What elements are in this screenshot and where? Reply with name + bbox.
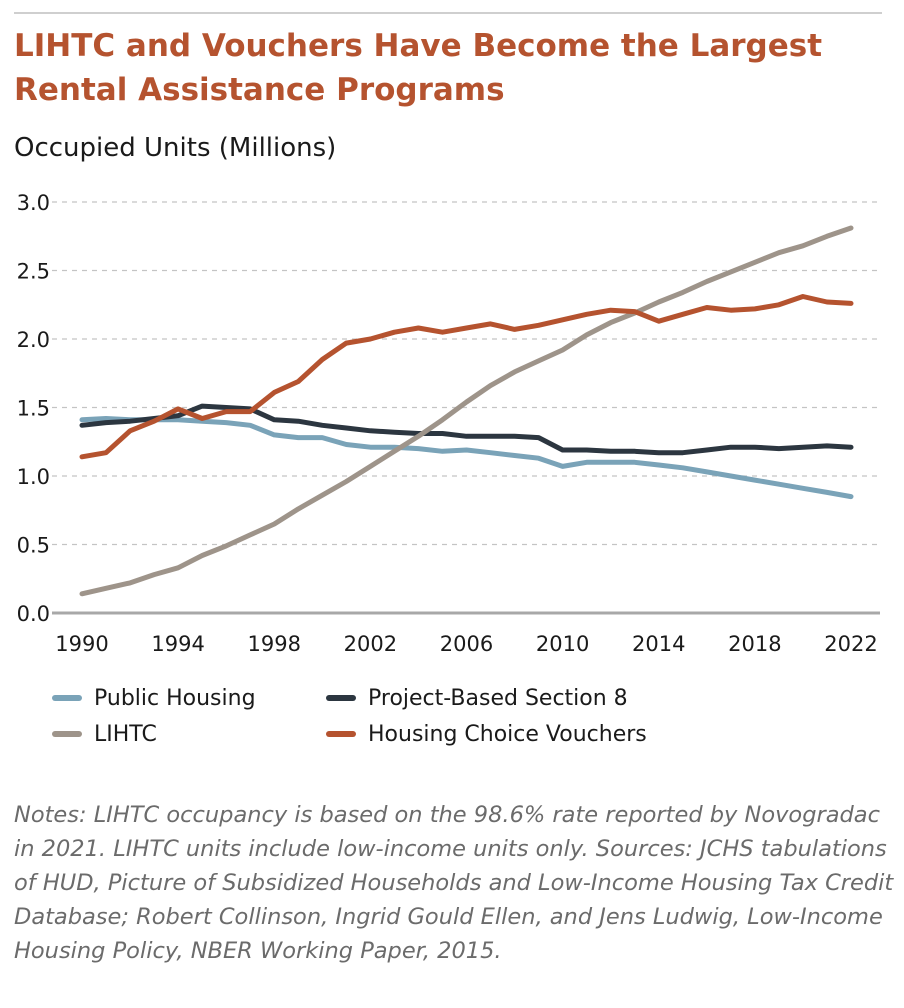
- x-tick-label: 2018: [728, 632, 781, 656]
- y-tick-label: 2.0: [17, 328, 50, 352]
- legend-label: LIHTC: [94, 721, 157, 747]
- legend-label: Housing Choice Vouchers: [368, 721, 647, 747]
- series-lines: [79, 225, 854, 597]
- x-tick-label: 2010: [536, 632, 589, 656]
- series-line-project-based-section-8: [79, 403, 854, 456]
- y-tick-labels: 0.0 0.5 1.0 1.5 2.0 2.5 3.0: [17, 191, 50, 626]
- legend-label: Public Housing: [94, 685, 256, 711]
- y-axis-label: Occupied Units (Millions): [14, 133, 337, 163]
- top-rule: [14, 12, 882, 14]
- legend-swatch: [326, 695, 356, 701]
- legend-swatch: [326, 731, 356, 737]
- series-line-public-housing: [79, 416, 854, 500]
- chart-title: LIHTC and Vouchers Have Become the Large…: [14, 28, 823, 108]
- x-tick-label: 2002: [344, 632, 397, 656]
- gridlines: [52, 201, 880, 546]
- line-chart: 0.0 0.5 1.0 1.5 2.0 2.5 3.0 1990 1994 1998 2002 20…: [17, 191, 880, 656]
- legend-swatch: [52, 695, 82, 701]
- chart-legend: Public Housing Project-Based Section 8 LIH…: [52, 680, 872, 760]
- y-tick-label: 0.0: [17, 602, 50, 626]
- series-line-housing-choice-vouchers: [79, 294, 854, 460]
- y-tick-label: 0.5: [17, 534, 50, 558]
- x-tick-label: 1990: [55, 632, 108, 656]
- x-tick-label: 2022: [824, 632, 877, 656]
- x-tick-label: 2014: [632, 632, 685, 656]
- y-tick-label: 1.0: [17, 465, 50, 489]
- x-tick-label: 1998: [248, 632, 301, 656]
- legend-item: Project-Based Section 8: [326, 680, 628, 716]
- series-line-lihtc: [79, 225, 854, 597]
- legend-label: Project-Based Section 8: [368, 685, 628, 711]
- x-tick-label: 1994: [151, 632, 204, 656]
- legend-item: Public Housing: [52, 680, 256, 716]
- legend-item: Housing Choice Vouchers: [326, 716, 647, 752]
- x-tick-labels: 1990 1994 1998 2002 2006 2010 2014 2018 2022: [55, 632, 877, 656]
- legend-item: LIHTC: [52, 716, 157, 752]
- y-tick-label: 2.5: [17, 260, 50, 284]
- y-tick-label: 1.5: [17, 397, 50, 421]
- x-tick-label: 2006: [440, 632, 493, 656]
- chart-notes: Notes: LIHTC occupancy is based on the 9…: [14, 802, 894, 964]
- y-tick-label: 3.0: [17, 191, 50, 215]
- legend-swatch: [52, 731, 82, 737]
